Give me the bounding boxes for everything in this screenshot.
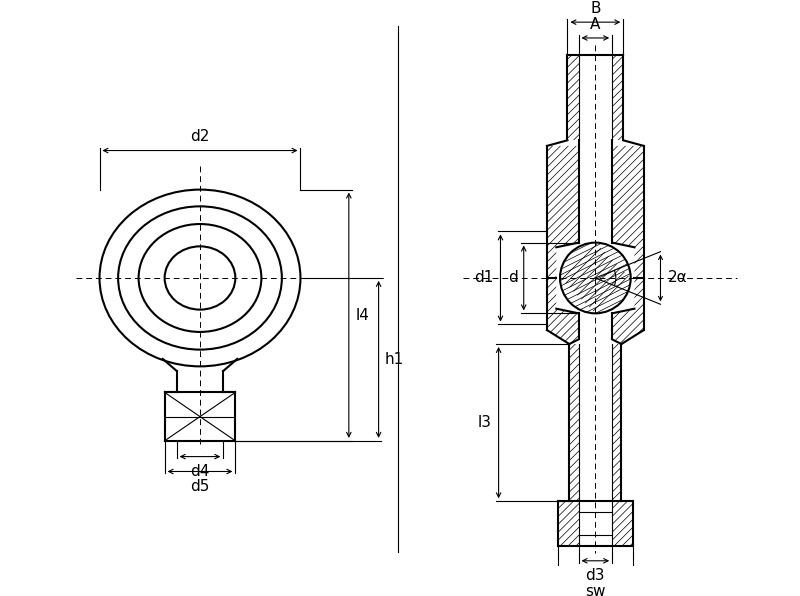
Text: l3: l3 <box>477 415 491 430</box>
Text: d4: d4 <box>190 464 210 479</box>
Text: A: A <box>590 17 601 32</box>
Text: B: B <box>590 1 601 15</box>
Text: d: d <box>508 271 518 285</box>
Text: d2: d2 <box>190 129 210 144</box>
Text: h1: h1 <box>385 352 404 367</box>
Text: d3: d3 <box>586 568 605 583</box>
Text: d5: d5 <box>190 479 210 494</box>
Text: d1: d1 <box>474 271 493 285</box>
Text: sw: sw <box>585 584 606 596</box>
Text: l4: l4 <box>355 308 370 322</box>
Text: 2α: 2α <box>668 271 688 285</box>
